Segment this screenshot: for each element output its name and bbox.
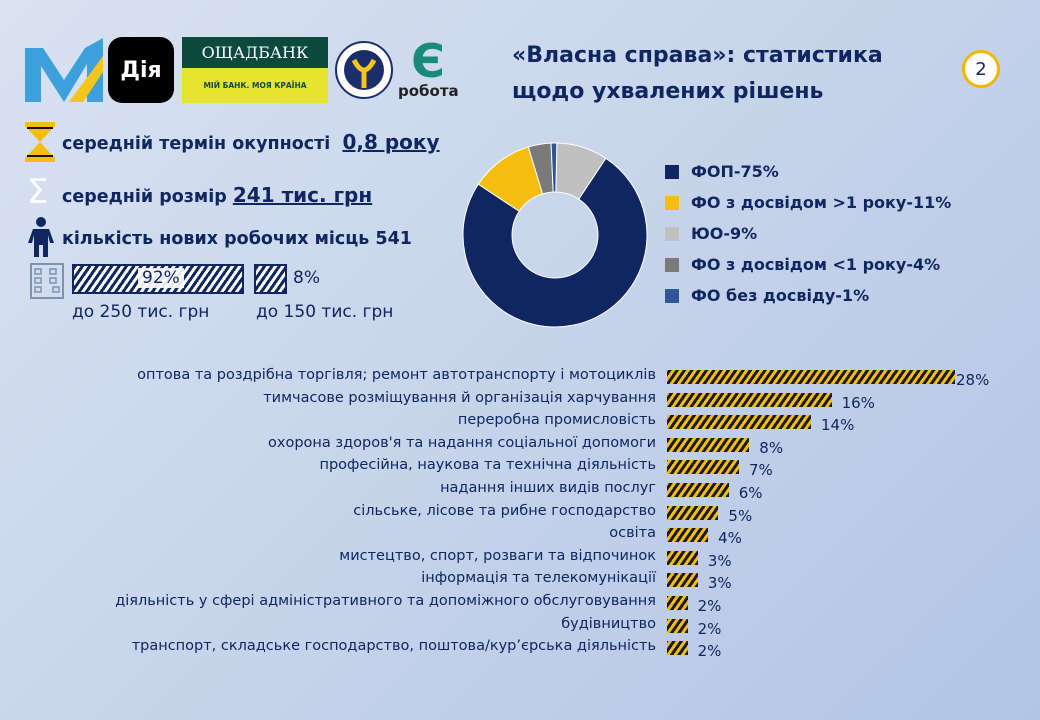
grant-250-label: до 250 тис. грн <box>72 302 210 322</box>
legend-label: ФОП-75% <box>691 162 779 181</box>
grant-150-pct: 8% <box>293 268 320 288</box>
bar <box>667 415 811 430</box>
page-number-badge: 2 <box>962 50 1000 88</box>
bar-value-label: 3% <box>707 551 732 570</box>
bar-category-label: діяльність у сфері адміністративного та … <box>115 593 656 609</box>
applicant-type-donut-chart <box>462 142 648 328</box>
bar-category-label: тимчасове розміщування й організація хар… <box>263 389 656 406</box>
legend-label: ФО з досвідом >1 року-11% <box>691 193 952 212</box>
bar-value-label: 5% <box>728 506 753 525</box>
bar <box>667 573 698 588</box>
person-icon <box>28 217 54 257</box>
bar-category-label: інформація та телекомунікації <box>421 570 656 587</box>
bar-value-label: 4% <box>718 529 742 548</box>
oshchadbank-logo: ОЩАДБАНК МІЙ БАНК. МОЯ КРАЇНА <box>182 37 328 103</box>
bar <box>667 505 719 520</box>
bar-category-label: надання інших видів послуг <box>440 480 656 496</box>
legend-swatch <box>665 226 679 241</box>
legend-item: ФО без досвіду-1% <box>665 286 869 305</box>
robota-logo: Є робота <box>398 34 459 100</box>
bar-category-label: мистецтво, спорт, розваги та відпочинок <box>339 547 656 564</box>
bar <box>667 483 729 497</box>
legend-label: ФО без досвіду-1% <box>691 286 870 305</box>
bar-category-label: транспорт, складське господарство, пошто… <box>131 638 656 655</box>
payback-stat: середній термін окупності 0,8 року <box>62 130 440 154</box>
bar-category-label: професійна, наукова та технічна діяльніс… <box>319 457 656 474</box>
bar-value-label: 14% <box>821 416 855 435</box>
bar-value-label: 3% <box>707 574 732 593</box>
bar <box>667 641 688 656</box>
payback-value: 0,8 року <box>342 130 440 154</box>
grant-150-label: до 150 тис. грн <box>256 302 394 322</box>
bar-category-label: будівництво <box>561 615 656 632</box>
abacus-icon <box>30 263 64 299</box>
oshchadbank-slogan: МІЙ БАНК. МОЯ КРАЇНА <box>182 68 328 103</box>
oshchadbank-name: ОЩАДБАНК <box>182 37 328 68</box>
legend-swatch <box>665 288 679 303</box>
bar <box>667 392 832 407</box>
page-title: «Власна справа»: статистика щодо ухвален… <box>512 38 883 110</box>
sigma-icon: Σ <box>27 172 49 212</box>
bar-category-label: переробна промисловість <box>457 412 656 429</box>
payback-label: середній термін окупності <box>62 134 331 154</box>
bar-value-label: 2% <box>697 642 722 661</box>
legend-item: ФОП-75% <box>665 162 779 181</box>
bar-value-label: 7% <box>749 461 773 480</box>
bar <box>667 596 688 610</box>
bar <box>667 460 739 475</box>
bar-value-label: 8% <box>759 438 784 457</box>
legend-item: ФО з досвідом <1 року-4% <box>665 255 940 274</box>
size-label: середній розмір <box>62 187 227 207</box>
bar <box>667 550 698 565</box>
hourglass-icon <box>25 122 55 162</box>
size-value: 241 тис. грн <box>232 183 373 207</box>
donut-slice-0 <box>462 157 648 328</box>
legend-item: ФО з досвідом >1 року-11% <box>665 193 951 212</box>
bar-value-label: 2% <box>697 597 722 615</box>
robota-letter: Є <box>411 34 445 88</box>
bar <box>667 370 955 384</box>
title-line-1: «Власна справа»: статистика <box>512 43 883 68</box>
grant-250-pct: 92% <box>138 268 184 288</box>
legend-swatch <box>665 195 679 210</box>
grant-150-bar <box>254 264 287 294</box>
bar <box>667 437 750 452</box>
bar-category-label: охорона здоров'я та надання соціальної д… <box>268 434 656 451</box>
legend-label: ФО з досвідом <1 року-4% <box>691 255 941 274</box>
bar-category-label: оптова та роздрібна торгівля; ремонт авт… <box>137 367 656 383</box>
size-stat: середній розмір 241 тис. грн <box>62 183 372 207</box>
robota-text: робота <box>398 82 459 100</box>
bar-value-label: 28% <box>956 371 990 389</box>
legend-swatch <box>665 164 679 179</box>
legend-item: ЮО-9% <box>665 224 757 243</box>
bar-category-label: сільське, лісове та рибне господарство <box>353 502 656 519</box>
bar-value-label: 6% <box>738 484 763 502</box>
ministry-logo <box>25 38 103 102</box>
bar-value-label: 2% <box>697 619 722 638</box>
bar-category-label: освіта <box>609 525 656 542</box>
bar-value-label: 16% <box>841 393 875 412</box>
legend-label: ЮО-9% <box>691 224 758 243</box>
bar <box>667 528 709 543</box>
title-line-2: щодо ухвалених рішень <box>512 79 824 104</box>
employment-service-logo <box>335 41 393 99</box>
dia-logo: Дія <box>108 37 174 103</box>
legend-swatch <box>665 257 679 272</box>
donut-slice-4 <box>550 142 558 193</box>
bar <box>667 618 688 633</box>
jobs-stat: кількість нових робочих місць 541 <box>62 229 412 249</box>
